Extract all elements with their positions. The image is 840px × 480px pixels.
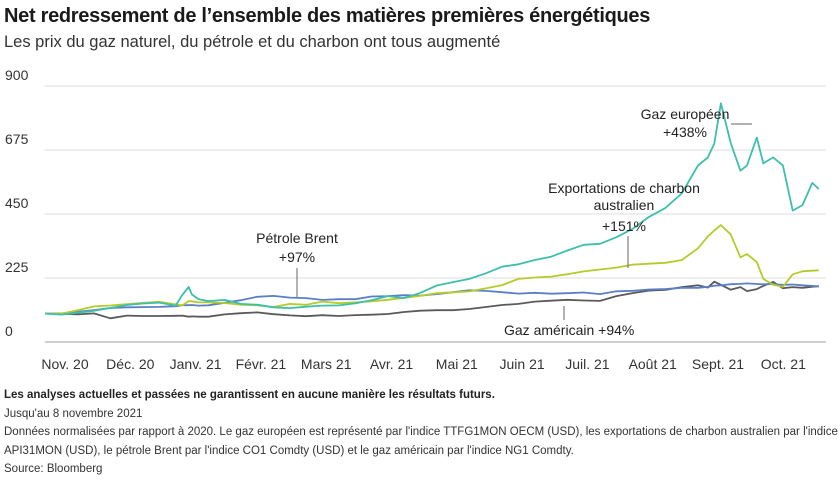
methodology-note-2: API31MON (USD), le pétrole Brent par l'i… — [4, 444, 574, 457]
y-tick-label: 225 — [5, 259, 29, 275]
chart-subtitle: Les prix du gaz naturel, du pétrole et d… — [4, 33, 501, 51]
line-chart: 0 225 450 675 900 Nov. 20 Déc. 20 Janv. 21 Févr… — [5, 70, 826, 372]
x-tick-label: Août 21 — [629, 356, 677, 372]
x-tick-label: Janv. 21 — [170, 356, 222, 372]
x-tick-label: Avr. 21 — [370, 356, 414, 372]
series-annotations: Gaz européen +438% Exportations de charb… — [256, 106, 752, 338]
disclaimer: Les analyses actuelles et passées ne gar… — [4, 389, 495, 401]
x-tick-label: Juin 21 — [500, 356, 545, 372]
methodology-note-1: Données normalisées par rapport à 2020. … — [4, 426, 838, 438]
annotation-brent-label: Pétrole Brent — [256, 230, 338, 246]
series-line-exportations-de-charbon-australien — [45, 224, 819, 315]
annotation-european-gas-value: +438% — [663, 124, 707, 140]
x-tick-label: Oct. 21 — [761, 356, 806, 372]
y-tick-label: 900 — [5, 70, 29, 83]
chart-title: Net redressement de l’ensemble des matiè… — [4, 5, 651, 27]
series-line-gaz-am-ricain — [44, 280, 819, 320]
chart-footer: Les analyses actuelles et passées ne gar… — [4, 386, 838, 479]
series-lines — [44, 102, 820, 320]
x-tick-label: Mars 21 — [301, 356, 352, 372]
annotation-australian-coal-label-1: Exportations de charbon — [548, 180, 700, 196]
gridlines — [45, 85, 826, 343]
annotation-us-gas-label: Gaz américain +94% — [504, 322, 634, 338]
date-note: Jusqu'au 8 novembre 2021 — [4, 407, 143, 420]
y-tick-label: 0 — [5, 323, 13, 339]
annotation-european-gas-label: Gaz européen — [641, 106, 730, 122]
x-tick-label: Déc. 20 — [106, 356, 154, 372]
annotation-australian-coal-value: +151% — [602, 218, 646, 234]
y-axis-ticks: 0 225 450 675 900 — [5, 70, 29, 339]
annotation-brent-value: +97% — [279, 249, 315, 265]
source-note: Source: Bloomberg — [4, 463, 103, 475]
annotation-australian-coal-label-2: australien — [594, 197, 655, 213]
x-tick-label: Juil. 21 — [565, 356, 610, 372]
x-tick-label: Mai 21 — [436, 356, 478, 372]
y-tick-label: 675 — [5, 131, 29, 147]
x-axis-ticks: Nov. 20 Déc. 20 Janv. 21 Févr. 21 Mars 21 Avr… — [41, 356, 806, 372]
series-line-gaz-europ-en — [44, 102, 820, 316]
y-tick-label: 450 — [5, 195, 29, 211]
x-tick-label: Févr. 21 — [236, 356, 287, 372]
x-tick-label: Sept. 21 — [692, 356, 744, 372]
x-tick-label: Nov. 20 — [41, 356, 88, 372]
